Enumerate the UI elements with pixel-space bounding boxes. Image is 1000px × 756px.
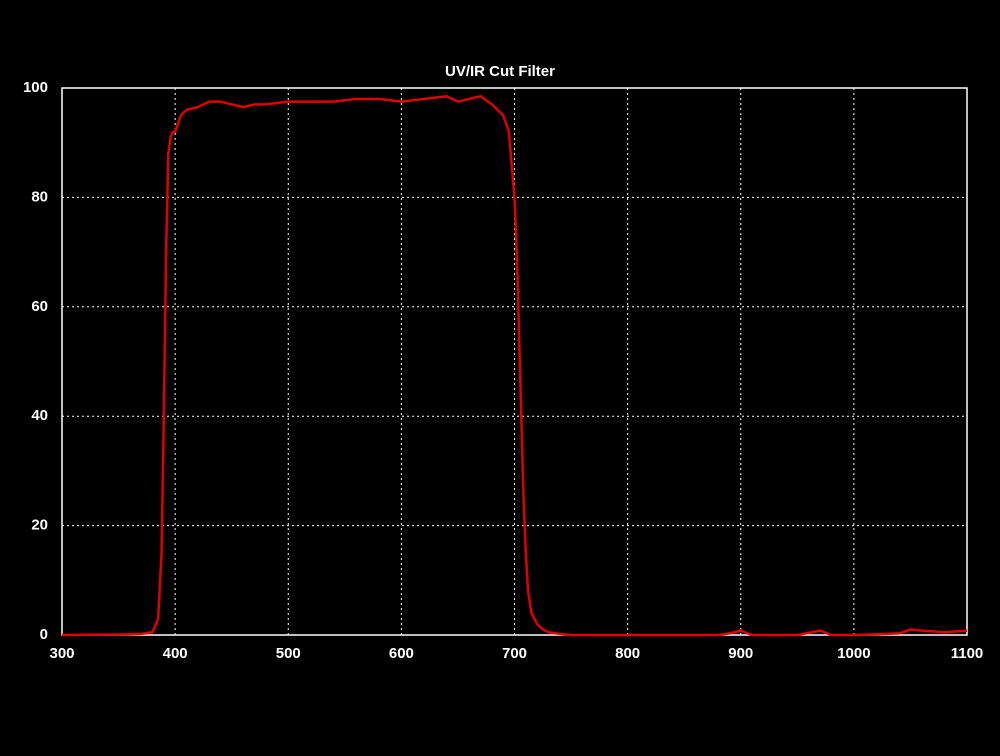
chart-title: UV/IR Cut Filter (445, 63, 555, 80)
x-tick-label: 1100 (951, 645, 984, 662)
y-tick-label: 20 (31, 517, 48, 534)
x-tick-label: 600 (389, 645, 414, 662)
plot-frame (61, 87, 968, 636)
y-tick-label: 0 (40, 626, 48, 643)
y-tick-label: 60 (31, 298, 48, 315)
x-tick-label: 400 (163, 645, 188, 662)
x-tick-label: 500 (276, 645, 301, 662)
x-tick-label: 800 (615, 645, 640, 662)
y-tick-label: 100 (23, 79, 48, 96)
x-tick-label: 1000 (837, 645, 870, 662)
x-tick-label: 300 (49, 645, 74, 662)
y-tick-label: 80 (31, 188, 48, 205)
y-tick-label: 40 (31, 407, 48, 424)
x-tick-label: 700 (502, 645, 527, 662)
x-tick-label: 900 (728, 645, 753, 662)
data-line (61, 94, 968, 637)
